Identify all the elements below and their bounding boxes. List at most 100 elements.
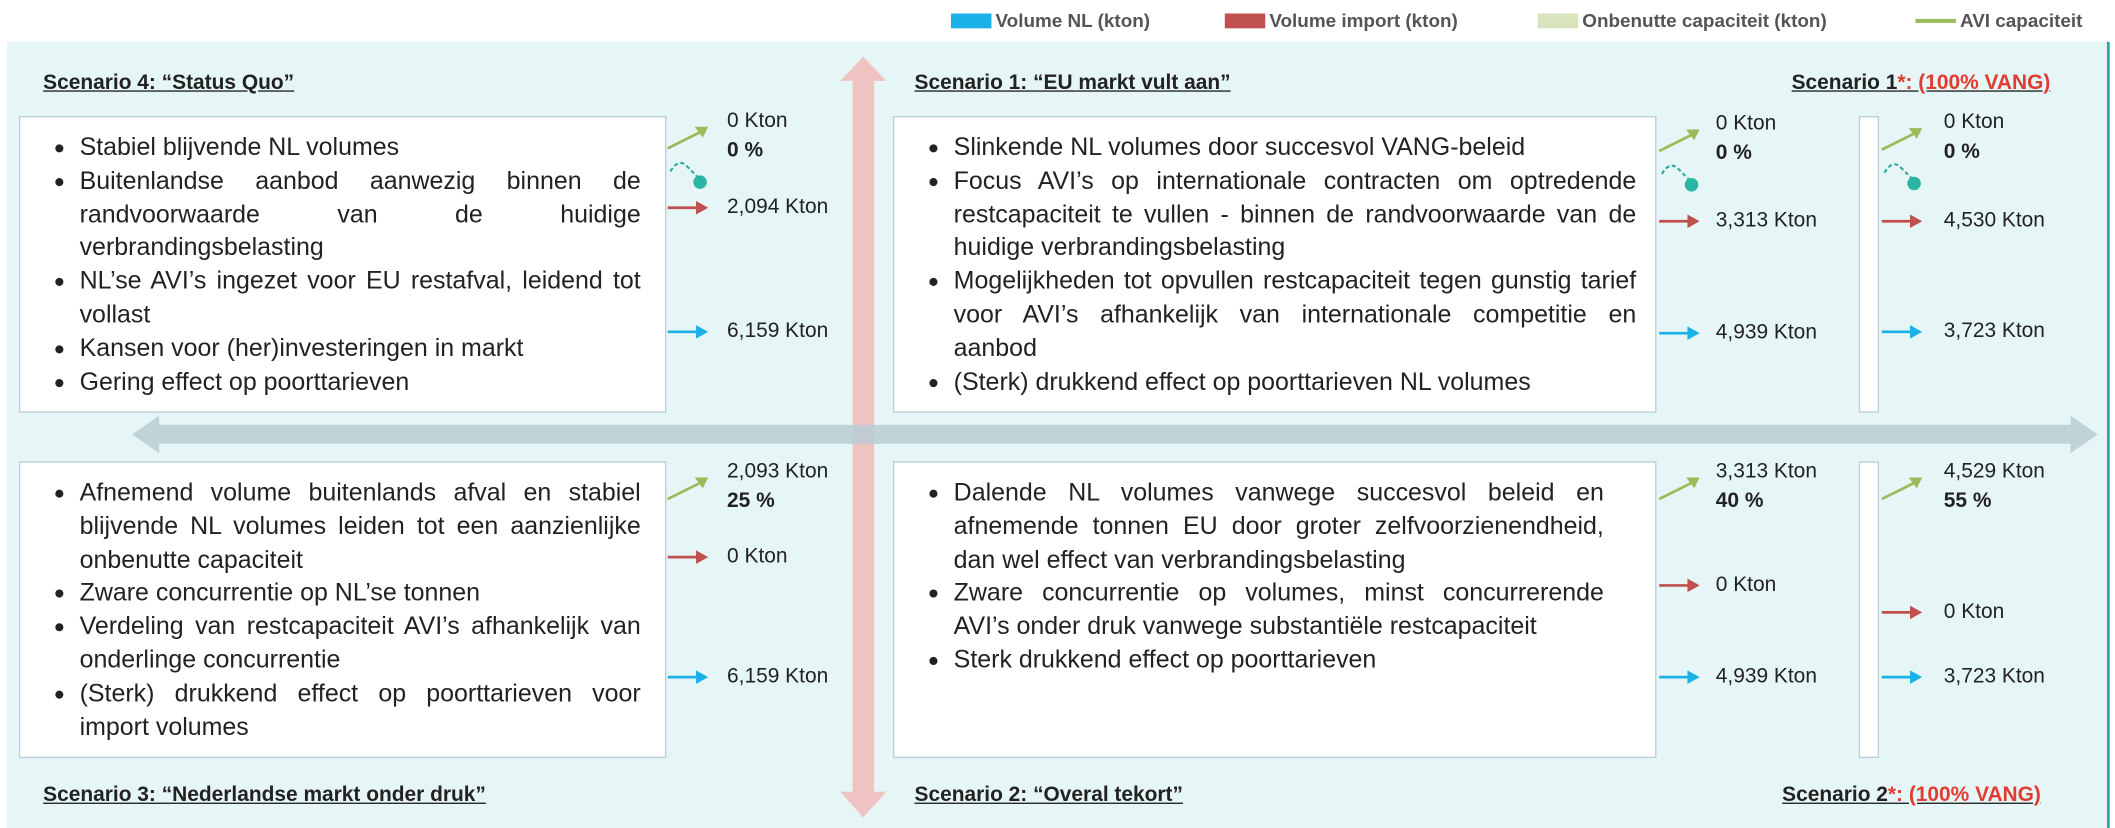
capacity-arrowhead [694, 126, 709, 138]
bullet: Zware concurrentie op volumes, minst con… [954, 577, 1604, 644]
volume-arrowhead [1910, 325, 1923, 339]
metric-import: 2,094 Kton [727, 195, 829, 219]
metric-import: 4,530 Kton [1943, 209, 2045, 233]
bullet-list: Dalende NL volumes vanwege succesvol bel… [894, 463, 1655, 677]
metric-capacity: 3,313 Kton [1715, 459, 1817, 483]
metric-nl: 3,723 Kton [1943, 665, 2045, 688]
legend-label: Volume NL (kton) [995, 9, 1151, 32]
scenario-title: Scenario 4: “Status Quo” [43, 70, 294, 97]
squiggle-dot [1907, 176, 1921, 191]
legend-label: Onbenutte capaciteit (kton) [1582, 9, 1827, 32]
metric-percent: 0 % [1943, 140, 1980, 164]
scenario-box: Stabiel blijvende NL volumesBuitenlandse… [18, 116, 667, 413]
bullet: (Sterk) drukkend effect op poorttarieven… [954, 365, 1637, 398]
volume-arrowhead [1687, 326, 1700, 340]
bullet: Kansen voor (her)investeringen in markt [80, 332, 641, 365]
metric-capacity: 4,529 Kton [1943, 459, 2045, 483]
capacity-arrowhead [694, 477, 709, 489]
capacity-arrowhead [1908, 477, 1923, 489]
metric-percent: 40 % [1715, 489, 1764, 513]
legend-swatch [1537, 12, 1579, 28]
scenario-box: Afnemend volume buitenlands afval en sta… [18, 461, 667, 759]
legend-swatch [1224, 12, 1266, 28]
title-text: Scenario 2: “Overal tekort” [914, 783, 1183, 807]
bullet-list: Stabiel blijvende NL volumesBuitenlandse… [20, 117, 665, 398]
squiggle [669, 161, 701, 181]
legend-item: Volume import (kton) [1224, 7, 1458, 34]
bullet: Sterk drukkend effect op poorttarieven [954, 643, 1604, 676]
squiggle [1883, 163, 1915, 182]
volume-arrowhead [696, 670, 709, 684]
volume-arrowhead [1910, 214, 1923, 228]
metric-import: 0 Kton [1943, 600, 2005, 624]
metric-capacity: 0 Kton [727, 109, 788, 133]
bullet: NL’se AVI’s ingezet voor EU restafval, l… [80, 265, 641, 332]
bullet: Gering effect op poorttarieven [80, 365, 641, 398]
bullet: (Sterk) drukkend effect op poorttarieven… [80, 677, 641, 744]
metric-percent: 25 % [727, 489, 775, 513]
metric-import: 0 Kton [1715, 573, 1777, 597]
metric-percent: 55 % [1943, 489, 1992, 513]
scenario-title: Scenario 1: “EU markt vult aan” [915, 70, 1231, 97]
volume-arrowhead [696, 200, 709, 215]
bullet: Stabiel blijvende NL volumes [80, 131, 641, 164]
capacity-arrow [1881, 480, 1918, 501]
metric-nl: 4,939 Kton [1715, 321, 1817, 344]
volume-arrowhead [696, 325, 709, 339]
squiggle [1660, 164, 1693, 183]
scenario-title: Scenario 3: “Nederlandse markt onder dru… [43, 782, 486, 809]
volume-arrowhead [1910, 670, 1923, 684]
legend-item: Onbenutte capaciteit (kton) [1537, 7, 1827, 34]
bullet-list: Afnemend volume buitenlands afval en sta… [20, 463, 665, 744]
title-text: Scenario 3: “Nederlandse markt onder dru… [43, 783, 486, 807]
capacity-arrowhead [1686, 477, 1700, 489]
title-text: Scenario 4: “Status Quo” [43, 71, 295, 95]
scenario-box [1858, 461, 1880, 759]
title-text: Scenario 1 [1791, 71, 1898, 95]
scenario-title: Scenario 1*: (100% VANG) [1792, 70, 2051, 97]
capacity-arrowhead [1908, 128, 1923, 139]
volume-arrowhead [1910, 605, 1923, 620]
legend-label: Volume import (kton) [1269, 9, 1458, 32]
capacity-arrow [1658, 480, 1695, 501]
legend-item: AVI capaciteit [1915, 7, 2082, 34]
bullet: Focus AVI’s op internationale contracten… [954, 164, 1637, 264]
scenario-title: Scenario 2*: (100% VANG) [1782, 782, 2041, 809]
title-suffix: *: (100% VANG) [1897, 71, 2051, 95]
metric-nl: 4,939 Kton [1715, 665, 1817, 688]
bullet: Zware concurrentie op NL’se tonnen [80, 577, 641, 610]
horizontal-arrow [132, 415, 2098, 454]
scenario-box: Dalende NL volumes vanwege succesvol bel… [892, 461, 1657, 759]
bullet-list: Slinkende NL volumes door succesvol VANG… [894, 117, 1655, 398]
metric-capacity: 2,093 Kton [727, 459, 829, 483]
metric-percent: 0 % [1715, 141, 1752, 165]
metric-capacity: 0 Kton [1943, 110, 2005, 134]
bullet: Afnemend volume buitenlands afval en sta… [80, 476, 641, 576]
squiggle-dot [693, 175, 707, 189]
metric-nl: 6,159 Kton [727, 665, 829, 688]
legend-item: Volume NL (kton) [950, 7, 1151, 34]
scenario-box: Slinkende NL volumes door succesvol VANG… [892, 116, 1657, 413]
title-text: Scenario 1: “EU markt vult aan” [914, 71, 1231, 95]
volume-arrowhead [1687, 214, 1700, 228]
volume-arrowhead [696, 550, 709, 564]
volume-arrowhead [1687, 670, 1700, 684]
bullet: Buitenlandse aanbod aanwezig binnen de r… [80, 164, 641, 264]
legend-swatch [1915, 18, 1956, 23]
capacity-arrowhead [1686, 129, 1700, 141]
capacity-arrow [667, 480, 704, 501]
squiggle-dot [1684, 178, 1699, 192]
legend-swatch [950, 12, 992, 28]
scenario-box [1858, 116, 1880, 413]
legend-label: AVI capaciteit [1959, 9, 2083, 32]
metric-capacity: 0 Kton [1715, 111, 1777, 135]
bullet: Verdeling van restcapaciteit AVI’s afhan… [80, 610, 641, 677]
metric-nl: 3,723 Kton [1943, 319, 2045, 343]
bullet: Dalende NL volumes vanwege succesvol bel… [954, 476, 1604, 576]
capacity-arrow [667, 129, 704, 150]
metric-nl: 6,159 Kton [727, 319, 829, 343]
metric-import: 0 Kton [727, 544, 788, 568]
